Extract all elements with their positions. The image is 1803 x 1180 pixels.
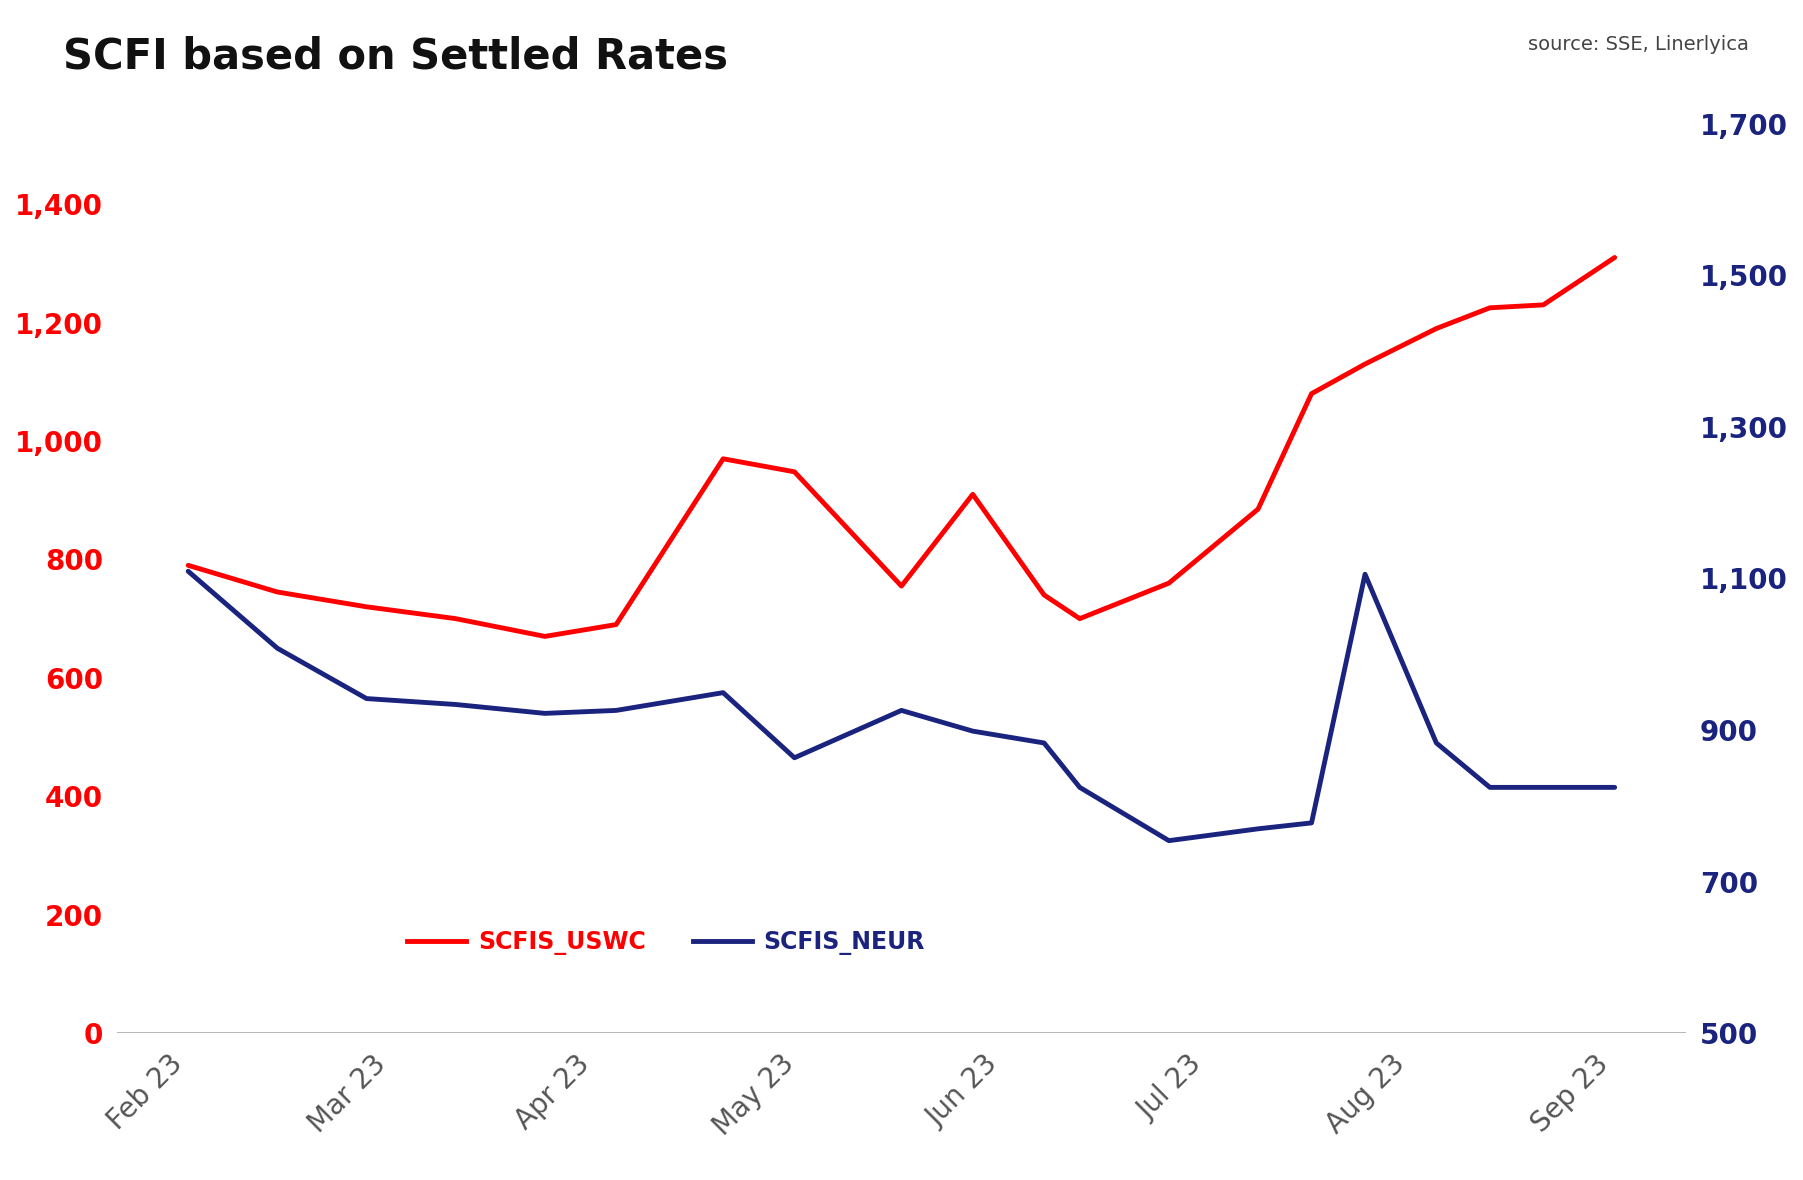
SCFIS_USWC [1069, 611, 1091, 625]
SCFIS_NEUR [267, 641, 288, 655]
SCFIS_NEUR [1033, 736, 1055, 750]
SCFIS_USWC [1533, 297, 1554, 312]
SCFIS_NEUR [177, 564, 198, 578]
SCFIS_USWC [355, 599, 377, 614]
SCFIS_USWC [891, 579, 912, 594]
Line: SCFIS_USWC: SCFIS_USWC [188, 257, 1615, 636]
SCFIS_NEUR [1426, 736, 1448, 750]
SCFIS_NEUR [534, 707, 555, 721]
Legend: SCFIS_USWC, SCFIS_NEUR: SCFIS_USWC, SCFIS_NEUR [398, 920, 934, 964]
SCFIS_USWC [712, 452, 734, 466]
SCFIS_USWC [1248, 502, 1269, 516]
SCFIS_USWC [1300, 387, 1322, 401]
SCFIS_USWC [267, 585, 288, 599]
SCFIS_USWC [1478, 301, 1500, 315]
SCFIS_NEUR [784, 750, 806, 765]
SCFIS_USWC [1354, 358, 1376, 372]
SCFIS_NEUR [1069, 780, 1091, 794]
SCFIS_NEUR [1158, 833, 1179, 847]
SCFIS_NEUR [1354, 568, 1376, 582]
SCFIS_USWC [1033, 588, 1055, 602]
SCFIS_USWC [1605, 250, 1626, 264]
SCFIS_USWC [784, 465, 806, 479]
SCFIS_NEUR [355, 691, 377, 706]
SCFIS_USWC [1426, 321, 1448, 335]
SCFIS_NEUR [1533, 780, 1554, 794]
Text: SCFI based on Settled Rates: SCFI based on Settled Rates [63, 35, 728, 78]
SCFIS_USWC [177, 558, 198, 572]
SCFIS_NEUR [1248, 821, 1269, 835]
SCFIS_USWC [606, 617, 627, 631]
SCFIS_NEUR [712, 686, 734, 700]
SCFIS_NEUR [445, 697, 467, 712]
SCFIS_NEUR [963, 725, 984, 739]
SCFIS_NEUR [1300, 815, 1322, 830]
SCFIS_USWC [445, 611, 467, 625]
SCFIS_NEUR [1478, 780, 1500, 794]
SCFIS_USWC [963, 487, 984, 502]
Line: SCFIS_NEUR: SCFIS_NEUR [188, 571, 1615, 840]
SCFIS_NEUR [1605, 780, 1626, 794]
SCFIS_NEUR [891, 703, 912, 717]
SCFIS_NEUR [606, 703, 627, 717]
SCFIS_USWC [534, 629, 555, 643]
Text: source: SSE, Linerlyica: source: SSE, Linerlyica [1527, 35, 1749, 54]
SCFIS_USWC [1158, 576, 1179, 590]
